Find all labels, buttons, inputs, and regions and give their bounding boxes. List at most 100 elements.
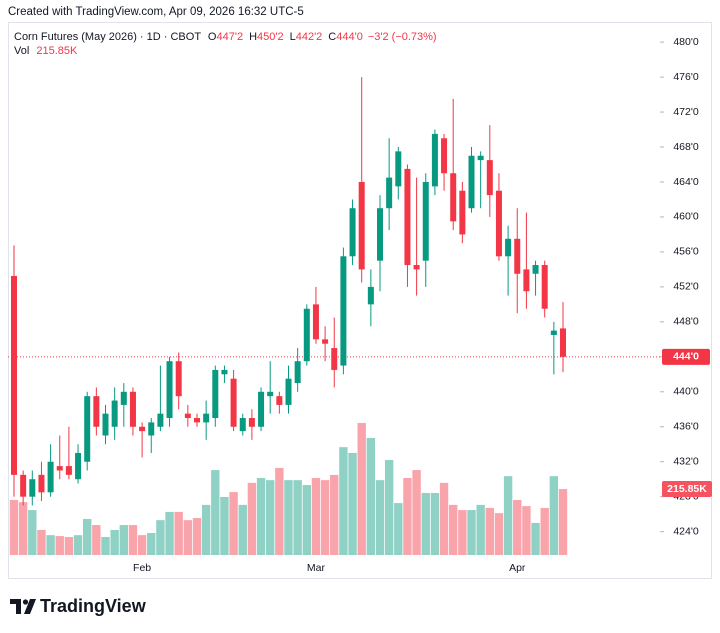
candle-body [38, 474, 45, 493]
candle-body [413, 265, 420, 270]
candle-body [441, 138, 448, 174]
candle-body [65, 466, 72, 475]
volume-bar [293, 480, 302, 555]
candle-body [495, 190, 502, 257]
y-tick-label: 456'0 [673, 246, 699, 258]
volume-bar [28, 510, 37, 555]
symbol-title: Corn Futures (May 2026) · 1D · CBOT [14, 31, 201, 43]
volume-bar [101, 536, 110, 555]
candle-body [486, 160, 493, 196]
y-tick-label: 476'0 [673, 71, 699, 83]
volume-bar [110, 529, 119, 555]
candle-body [276, 396, 283, 405]
candle-body [212, 369, 219, 419]
candle-body [239, 418, 246, 432]
ohlc: O447'2 H450'2 L442'2 C444'0 −3'2 (−0.73%) [208, 31, 437, 43]
volume-bar [357, 423, 366, 555]
volume-bar [174, 511, 183, 555]
legend-key: H [249, 31, 257, 43]
logo-mark [10, 599, 21, 614]
volume-bar [73, 535, 83, 555]
legend-value: 444'0 [336, 31, 363, 43]
last-price-box [662, 348, 710, 365]
volume-bar [37, 529, 46, 555]
volume-bar [64, 536, 74, 555]
x-tick-label: Mar [307, 562, 326, 574]
volume-bar [549, 476, 559, 555]
legend-value: 447'2 [216, 31, 243, 43]
y-tick-label: 436'0 [673, 421, 699, 433]
candle-body [111, 400, 118, 427]
legend-value: 442'2 [296, 31, 323, 43]
volume-axis-label: 215.85K [667, 483, 707, 495]
candle-body [477, 155, 484, 161]
volume-bar [119, 525, 128, 555]
candle-body [258, 391, 265, 427]
volume-bar [339, 447, 348, 555]
candle-body [358, 181, 365, 270]
candle-body [175, 361, 182, 397]
candle-body [468, 155, 475, 209]
candle-body [303, 308, 310, 362]
candle-body [29, 479, 36, 497]
candle-body [230, 378, 237, 427]
candle-body [386, 177, 393, 209]
candle-body [56, 466, 63, 471]
volume-bar [540, 507, 549, 555]
candle-body [331, 348, 338, 370]
candle-body [75, 452, 82, 480]
x-tick-label: Feb [133, 562, 151, 574]
legend-key: O [208, 31, 217, 43]
candle-body [120, 391, 127, 405]
y-tick-label: 440'0 [673, 386, 699, 398]
change: −3'2 (−0.73%) [368, 31, 437, 43]
legend-key: L [290, 31, 296, 43]
volume-bar [439, 482, 449, 555]
logo-mark [24, 599, 36, 614]
candle-body [157, 413, 164, 427]
volume-bar [18, 502, 28, 555]
volume-bar [485, 507, 494, 555]
volume-bar [183, 520, 193, 555]
y-tick-label: 460'0 [673, 211, 699, 223]
candle-body [450, 173, 457, 222]
candle-body [285, 378, 292, 405]
candle-body [431, 133, 438, 187]
candle-body [395, 151, 402, 187]
volume-bar [311, 478, 321, 555]
volume-bar [348, 452, 357, 555]
volume-bar [458, 510, 467, 555]
logo: TradingView [10, 596, 147, 616]
caption: Created with TradingView.com, Apr 09, 20… [8, 6, 304, 18]
volume-bar [156, 520, 165, 555]
volume-bar [238, 504, 247, 555]
volume-bar [320, 480, 330, 555]
volume-bar [330, 474, 339, 555]
candle-body [532, 265, 539, 274]
candle-body [267, 391, 274, 397]
volume-bar [421, 492, 430, 555]
volume-bar [211, 470, 220, 555]
candle-body [560, 328, 566, 357]
volume-bar [55, 536, 64, 555]
volume-bar [467, 510, 476, 555]
volume-bar [192, 518, 202, 555]
volume-box [662, 481, 712, 498]
candle-body [20, 474, 27, 497]
logo-mark [22, 599, 29, 605]
y-tick-label: 448'0 [673, 316, 699, 328]
volume-bar [394, 503, 403, 555]
candle-body [11, 275, 17, 475]
legend: Corn Futures (May 2026) · 1D · CBOT O447… [14, 31, 437, 43]
volume-bar [403, 478, 412, 555]
chart-frame [8, 22, 712, 579]
candle-body [294, 361, 301, 384]
volume-bar [366, 437, 376, 555]
y-tick-label: 424'0 [673, 525, 699, 537]
volume-bar [137, 535, 147, 555]
volume-bar [46, 535, 55, 555]
candle-body [102, 413, 109, 436]
volume-bar [128, 525, 138, 555]
candle-body [148, 422, 155, 436]
